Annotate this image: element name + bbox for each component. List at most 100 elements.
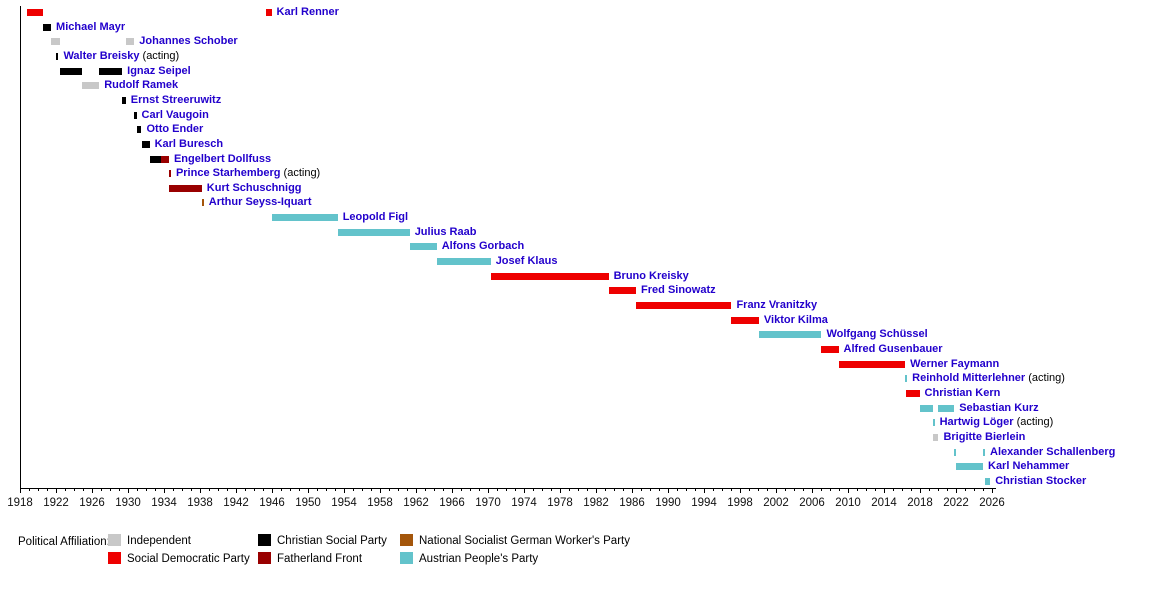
chancellor-label[interactable]: Reinhold Mitterlehner (acting)	[912, 373, 1065, 384]
axis-minor-tick	[65, 488, 66, 491]
chancellor-name[interactable]: Arthur Seyss-Iquart	[208, 196, 312, 209]
chancellor-name[interactable]: Alexander Schallenberg	[990, 445, 1116, 458]
chancellor-name[interactable]: Fred Sinowatz	[641, 284, 716, 297]
chancellor-label[interactable]: Ernst Streeruwitz	[130, 93, 222, 106]
legend-swatch-nsdap	[400, 534, 413, 546]
chancellor-label[interactable]: Wolfgang Schüssel	[826, 329, 927, 340]
chancellor-label[interactable]: Kurt Schuschnigg	[206, 181, 302, 194]
chancellor-name[interactable]: Alfons Gorbach	[441, 240, 525, 253]
axis-minor-tick	[83, 488, 84, 491]
chancellor-name[interactable]: Ernst Streeruwitz	[130, 93, 222, 106]
chancellor-name[interactable]: Karl Nehammer	[988, 460, 1070, 473]
chancellor-label[interactable]: Walter Breisky (acting)	[63, 49, 179, 62]
chancellor-label[interactable]: Johannes Schober	[139, 36, 237, 47]
axis-tick-label: 2014	[871, 497, 897, 509]
axis-minor-tick	[938, 488, 939, 491]
chancellor-name[interactable]: Kurt Schuschnigg	[206, 181, 302, 194]
chancellor-name[interactable]: Karl Renner	[276, 6, 339, 18]
axis-minor-tick	[866, 488, 867, 491]
chancellor-name[interactable]: Josef Klaus	[495, 255, 558, 268]
axis-minor-tick	[677, 488, 678, 491]
chancellor-label[interactable]: Arthur Seyss-Iquart	[209, 197, 312, 208]
chancellor-label[interactable]: Engelbert Dollfuss	[173, 152, 272, 165]
chancellor-label[interactable]: Karl Renner	[277, 7, 339, 18]
chancellor-name[interactable]: Sebastian Kurz	[959, 401, 1039, 414]
chancellor-name[interactable]: Viktor Kilma	[763, 313, 828, 326]
chancellor-label[interactable]: Alexander Schallenberg	[990, 445, 1116, 458]
chancellor-label[interactable]: Josef Klaus	[496, 256, 558, 267]
chancellor-label[interactable]: Sebastian Kurz	[959, 401, 1039, 414]
axis-tick-label: 1994	[691, 497, 717, 509]
chancellor-name[interactable]: Prince Starhemberg	[175, 167, 281, 180]
term-bar	[933, 433, 939, 441]
chancellor-name[interactable]: Christian Stocker	[995, 474, 1087, 487]
chancellor-label[interactable]: Julius Raab	[414, 225, 477, 238]
chancellor-name[interactable]: Hartwig Löger	[939, 416, 1014, 429]
term-bar	[490, 272, 609, 280]
chancellor-label[interactable]: Carl Vaugoin	[141, 108, 209, 121]
term-bar	[838, 360, 906, 368]
chancellor-label[interactable]: Otto Ender	[147, 124, 204, 135]
chancellor-label[interactable]: Alfred Gusenbauer	[843, 342, 943, 355]
chancellor-label[interactable]: Viktor Kilma	[763, 313, 828, 326]
chancellor-label[interactable]: Hartwig Löger (acting)	[940, 417, 1054, 428]
chancellor-name[interactable]: Christian Kern	[924, 386, 1001, 399]
term-bar	[27, 9, 44, 16]
chancellor-label[interactable]: Leopold Figl	[343, 212, 408, 223]
chancellor-label[interactable]: Fred Sinowatz	[641, 285, 716, 296]
chancellor-name[interactable]: Johannes Schober	[139, 35, 238, 48]
axis-minor-tick	[623, 488, 624, 491]
chancellor-label[interactable]: Brigitte Bierlein	[943, 430, 1026, 443]
legend-swatch-fatherland_front	[258, 552, 271, 564]
chancellor-label[interactable]: Alfons Gorbach	[442, 241, 525, 252]
axis-minor-tick	[479, 488, 480, 491]
axis-tick-label: 1926	[79, 497, 105, 509]
chancellor-name[interactable]: Bruno Kreisky	[613, 269, 689, 282]
chancellor-label[interactable]: Karl Buresch	[154, 137, 224, 150]
axis-major-tick	[920, 488, 921, 493]
chancellor-name[interactable]: Karl Buresch	[154, 137, 224, 150]
chancellor-label[interactable]: Werner Faymann	[910, 357, 1000, 370]
axis-major-tick	[560, 488, 561, 493]
chancellor-name[interactable]: Carl Vaugoin	[141, 108, 209, 121]
axis-tick-label: 1946	[259, 497, 285, 509]
chancellor-label[interactable]: Bruno Kreisky	[613, 269, 689, 282]
axis-minor-tick	[245, 488, 246, 491]
axis-minor-tick	[119, 488, 120, 491]
chancellor-name[interactable]: Ignaz Seipel	[127, 64, 191, 77]
axis-minor-tick	[578, 488, 579, 491]
axis-tick-label: 1974	[511, 497, 537, 509]
axis-major-tick	[236, 488, 237, 493]
chancellor-label[interactable]: Christian Kern	[924, 386, 1001, 399]
chancellor-name[interactable]: Michael Mayr	[56, 20, 126, 33]
chancellor-name[interactable]: Franz Vranitzky	[736, 299, 818, 311]
chancellor-name[interactable]: Brigitte Bierlein	[943, 430, 1026, 443]
chancellor-label[interactable]: Christian Stocker	[995, 474, 1087, 487]
chancellor-name[interactable]: Walter Breisky	[63, 49, 140, 62]
chancellor-label[interactable]: Michael Mayr	[56, 20, 126, 33]
axis-major-tick	[20, 488, 21, 493]
chancellor-name[interactable]: Leopold Figl	[342, 211, 409, 224]
axis-major-tick	[56, 488, 57, 493]
axis-minor-tick	[38, 488, 39, 491]
chancellor-name[interactable]: Wolfgang Schüssel	[826, 328, 928, 341]
chancellor-name[interactable]: Reinhold Mitterlehner	[912, 372, 1026, 385]
chancellor-label[interactable]: Franz Vranitzky	[736, 300, 817, 311]
chancellor-label[interactable]: Karl Nehammer	[988, 461, 1069, 472]
chancellor-label[interactable]: Ignaz Seipel	[127, 64, 191, 77]
x-axis-line	[20, 488, 996, 489]
chancellor-name[interactable]: Rudolf Ramek	[104, 79, 179, 92]
chancellor-name[interactable]: Engelbert Dollfuss	[173, 152, 272, 165]
axis-tick-label: 1990	[655, 497, 681, 509]
chancellor-name[interactable]: Alfred Gusenbauer	[843, 342, 943, 355]
axis-minor-tick	[722, 488, 723, 491]
chancellor-label[interactable]: Rudolf Ramek	[104, 80, 178, 91]
chancellor-name[interactable]: Otto Ender	[146, 123, 204, 136]
chancellor-name[interactable]: Werner Faymann	[910, 357, 1000, 370]
chancellor-label[interactable]: Prince Starhemberg (acting)	[176, 168, 320, 179]
legend: Political Affiliation: Independent Social…	[0, 528, 1150, 578]
chancellor-name[interactable]: Julius Raab	[414, 225, 477, 238]
axis-major-tick	[776, 488, 777, 493]
axis-minor-tick	[533, 488, 534, 491]
axis-minor-tick	[353, 488, 354, 491]
